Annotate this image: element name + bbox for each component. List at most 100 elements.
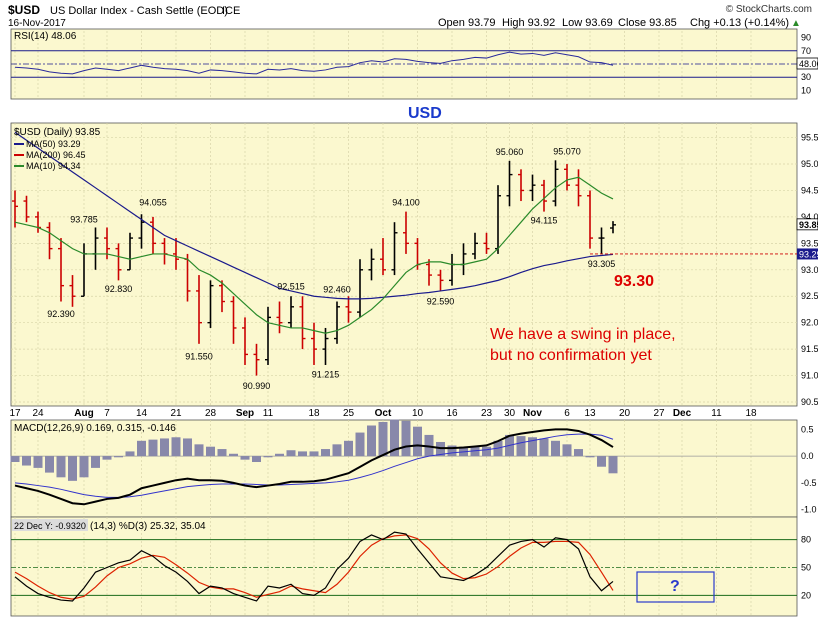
macd-histogram-bar <box>447 445 457 457</box>
x-tick-label: 18 <box>308 408 320 419</box>
macd-tick-label: -1.0 <box>801 505 817 515</box>
watermark: © StockCharts.com <box>726 4 812 15</box>
peak-label: 91.215 <box>312 369 340 379</box>
x-tick-label: 11 <box>711 408 722 419</box>
rsi-oversold-fill <box>15 77 84 78</box>
x-tick-label: Dec <box>673 408 692 419</box>
macd-histogram-bar <box>68 456 77 481</box>
price-tick-label: 94.5 <box>801 185 818 195</box>
macd-histogram-bar <box>229 453 238 457</box>
macd-tick-label: 0.5 <box>801 424 814 434</box>
ma50-price-value: 93.29 <box>799 249 818 259</box>
x-tick-label: 23 <box>481 408 493 419</box>
macd-histogram-bar <box>309 451 319 457</box>
peak-label: 95.060 <box>496 147 524 157</box>
peak-label: 94.115 <box>531 216 558 226</box>
change-value: Chg +0.13 (+0.14%) <box>690 17 789 29</box>
rsi-tick-label: 10 <box>801 85 811 95</box>
macd-layer: 0.5 0.0 -0.5 -1.0 <box>10 419 817 515</box>
macd-histogram-bar <box>321 449 330 457</box>
macd-histogram-bar <box>171 437 181 457</box>
macd-histogram-bar <box>183 438 192 457</box>
price-tick-label: 94.0 <box>801 212 818 222</box>
price-tick-label: 93.0 <box>801 265 818 275</box>
symbol-label: $USD <box>8 3 40 17</box>
peak-label: 95.070 <box>553 146 581 156</box>
x-tick-label: 21 <box>170 408 182 419</box>
exchange-label: ICE <box>222 5 240 17</box>
macd-histogram-bar <box>137 440 146 457</box>
low-value: Low 93.69 <box>562 17 613 29</box>
x-tick-label: 28 <box>205 408 217 419</box>
x-tick-label: 6 <box>564 408 570 419</box>
stoch-label: (14,3) %D(3) 25.32, 35.04 <box>90 521 206 532</box>
macd-histogram-bar <box>33 456 43 468</box>
macd-histogram-bar <box>528 437 537 457</box>
axis-layer: 17 24 Aug 7 14 21 28 Sep 11 18 25 Oct 10 16 23 30 Nov 6 13… <box>9 408 757 419</box>
instrument-name: US Dollar Index - Cash Settle (EOD) <box>50 5 228 17</box>
macd-histogram-bar <box>355 432 365 457</box>
macd-histogram-bar <box>608 456 618 474</box>
price-tick-label: 93.5 <box>801 238 818 248</box>
price-title: $USD (Daily) 93.85 <box>14 127 101 138</box>
macd-histogram-bar <box>194 444 204 457</box>
peak-label: 94.055 <box>139 198 167 208</box>
stoch-tick-label: 50 <box>801 563 811 573</box>
peak-label: 92.590 <box>427 296 455 306</box>
rsi-last-tag <box>796 57 818 70</box>
last-price-tag <box>796 218 818 231</box>
rsi-tick-label: 90 <box>801 33 811 43</box>
x-tick-label: Aug <box>74 408 93 419</box>
x-tick-label: 25 <box>343 408 355 419</box>
peak-label: 91.550 <box>185 351 213 361</box>
stoch-d-line <box>14 534 614 600</box>
peak-label: 93.785 <box>70 215 98 225</box>
rsi-line <box>14 51 614 75</box>
stoch-k-line <box>14 531 614 602</box>
macd-histogram-bar <box>562 444 572 457</box>
high-value: High 93.92 <box>502 17 555 29</box>
annotation-line-2: but no confirmation yet <box>490 347 652 364</box>
annotation-line-1: We have a swing in place, <box>490 326 676 343</box>
peak-label: 94.100 <box>392 198 420 208</box>
rsi-label: RSI(14) 48.06 <box>14 31 77 42</box>
peak-label: 93.305 <box>588 259 616 269</box>
macd-histogram-bar <box>160 438 169 457</box>
stoch-label-bg <box>12 519 88 531</box>
price-tick-label: 91.0 <box>801 371 818 381</box>
macd-histogram-bar <box>482 446 491 457</box>
x-tick-label: 16 <box>446 408 458 419</box>
peak-label: 92.390 <box>47 309 75 319</box>
price-panel <box>10 122 798 407</box>
ma10-legend: MA(10) 94.34 <box>26 161 81 171</box>
peak-label: 92.830 <box>105 284 133 294</box>
macd-line <box>14 428 614 506</box>
last-price-value: 93.85 <box>799 220 818 230</box>
macd-histogram-bar <box>263 456 273 458</box>
macd-histogram-bar <box>22 456 31 466</box>
x-tick-label: 10 <box>412 408 424 419</box>
x-tick-label: Oct <box>375 408 392 419</box>
x-tick-label: 7 <box>104 408 110 419</box>
macd-histogram-bar <box>114 456 123 458</box>
stoch-tick-label: 80 <box>801 535 811 545</box>
grid-layer <box>11 31 797 616</box>
macd-histogram-bar <box>217 449 227 457</box>
macd-tick-label: 0.0 <box>801 451 814 461</box>
macd-histogram-bar <box>286 450 296 457</box>
x-tick-label: 24 <box>32 408 44 419</box>
macd-histogram-bar <box>516 436 526 457</box>
x-tick-label: Sep <box>236 408 254 419</box>
macd-histogram-bar <box>378 421 388 457</box>
macd-histogram-bar <box>252 456 261 463</box>
open-value: Open 93.79 <box>438 17 496 29</box>
macd-histogram-bar <box>79 456 89 478</box>
price-callout: 93.30 <box>614 273 654 290</box>
chart-date: 16-Nov-2017 <box>8 18 66 29</box>
macd-histogram-bar <box>413 426 422 457</box>
macd-histogram-bar <box>102 456 112 460</box>
macd-histogram-bar <box>470 446 480 457</box>
macd-label: MACD(12,26,9) 0.169, 0.315, -0.146 <box>14 423 176 434</box>
rsi-tick-label: 30 <box>801 72 811 82</box>
